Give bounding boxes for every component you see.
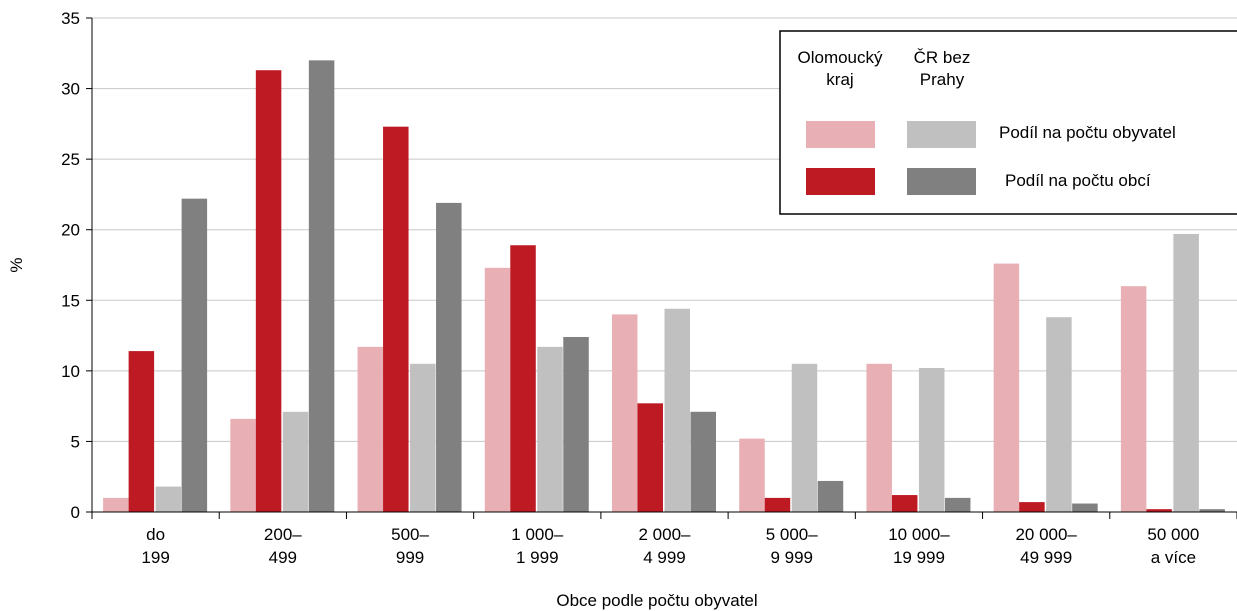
- bar-s1-c1: [255, 70, 282, 513]
- bar-s0-c5: [739, 438, 765, 512]
- bar-s1-c8: [1146, 509, 1172, 512]
- bar-s3-c7: [1072, 503, 1098, 512]
- bar-s3-c3: [563, 336, 589, 512]
- x-tick-label-6-1: 19 999: [893, 548, 945, 567]
- bar-s0-c0: [103, 497, 129, 512]
- x-tick-label-2-0: 500–: [391, 525, 429, 544]
- legend-col2-line1: ČR bez: [914, 48, 971, 67]
- y-tick-label-25: 25: [61, 150, 80, 169]
- x-tick-label-4-1: 4 999: [643, 548, 686, 567]
- bar-s2-c1: [282, 411, 309, 512]
- legend: Olomoucký kraj ČR bez Prahy Podíl na poč…: [779, 30, 1237, 215]
- x-tick-label-0-0: do: [146, 525, 165, 544]
- bar-s3-c6: [944, 497, 971, 512]
- bar-s2-c0: [155, 486, 182, 512]
- bar-s3-c0: [181, 198, 208, 513]
- legend-row1-label: Podíl na počtu obyvatel: [999, 123, 1176, 142]
- bars: [103, 60, 1225, 513]
- x-tick-label-8-1: a více: [1151, 548, 1196, 567]
- bar-s0-c4: [612, 314, 638, 512]
- legend-swatch-olomoucky-obci: [806, 168, 875, 195]
- bar-s1-c5: [764, 497, 791, 512]
- x-tick-label-7-1: 49 999: [1020, 548, 1072, 567]
- bar-s0-c7: [993, 263, 1020, 512]
- legend-row2-label: Podíl na počtu obcí: [1005, 171, 1151, 190]
- x-tick-label-3-1: 1 999: [516, 548, 559, 567]
- y-axis-title: %: [7, 257, 26, 272]
- bar-s3-c2: [436, 202, 462, 512]
- y-tick-label-10: 10: [61, 362, 80, 381]
- y-tick-label-20: 20: [61, 221, 80, 240]
- bar-s2-c4: [664, 308, 690, 512]
- bar-s1-c3: [510, 245, 536, 513]
- y-tick-label-15: 15: [61, 291, 80, 310]
- x-tick-labels: do 199 200– 499 500– 999 1 000– 1 999 2 000– 4 99…: [141, 525, 1199, 567]
- legend-swatch-cr-obyvatel: [907, 121, 976, 148]
- legend-col2-line2: Prahy: [920, 70, 965, 89]
- gridlines: [92, 17, 1237, 442]
- bar-s0-c3: [484, 267, 511, 512]
- bar-s2-c2: [410, 363, 436, 512]
- legend-swatch-olomoucky-obyvatel: [806, 121, 875, 148]
- axes: [86, 17, 1237, 519]
- bar-s1-c0: [128, 351, 155, 512]
- bar-s3-c1: [308, 60, 335, 512]
- y-tick-labels: 0 5 10 15 20 25 30 35: [61, 9, 80, 522]
- bar-s0-c6: [866, 363, 892, 512]
- x-tick-label-6-0: 10 000–: [888, 525, 950, 544]
- bar-s0-c8: [1120, 286, 1147, 512]
- bar-s2-c8: [1173, 233, 1199, 512]
- x-axis-title: Obce podle počtu obyvatel: [556, 591, 757, 610]
- x-tick-label-2-1: 999: [396, 548, 424, 567]
- bar-s0-c2: [357, 346, 384, 512]
- x-tick-label-0-1: 199: [141, 548, 169, 567]
- legend-col1-line2: kraj: [826, 70, 853, 89]
- x-tick-label-5-0: 5 000–: [766, 525, 819, 544]
- bar-s2-c6: [918, 368, 945, 512]
- x-tick-label-1-1: 499: [269, 548, 297, 567]
- x-tick-label-4-0: 2 000–: [639, 525, 692, 544]
- bar-s3-c8: [1199, 509, 1225, 512]
- x-tick-label-7-0: 20 000–: [1015, 525, 1077, 544]
- bar-s1-c7: [1019, 502, 1045, 512]
- y-tick-label-30: 30: [61, 80, 80, 99]
- x-tick-label-1-0: 200–: [264, 525, 302, 544]
- y-tick-label-0: 0: [71, 503, 80, 522]
- bar-s0-c1: [230, 418, 256, 512]
- x-tick-label-8-0: 50 000: [1147, 525, 1199, 544]
- y-tick-label-35: 35: [61, 9, 80, 28]
- bar-s2-c3: [537, 346, 563, 512]
- x-tick-label-5-1: 9 999: [770, 548, 813, 567]
- bar-s2-c5: [791, 363, 818, 512]
- bar-s1-c4: [637, 403, 663, 512]
- legend-swatch-cr-obci: [907, 168, 976, 195]
- y-tick-label-5: 5: [71, 432, 80, 451]
- bar-s3-c4: [690, 411, 716, 512]
- bar-s3-c5: [817, 480, 844, 512]
- legend-col1-line1: Olomoucký: [797, 48, 883, 67]
- x-tick-label-3-0: 1 000–: [511, 525, 564, 544]
- bar-s2-c7: [1046, 317, 1072, 512]
- bar-s1-c6: [891, 495, 918, 512]
- bar-s1-c2: [383, 126, 409, 513]
